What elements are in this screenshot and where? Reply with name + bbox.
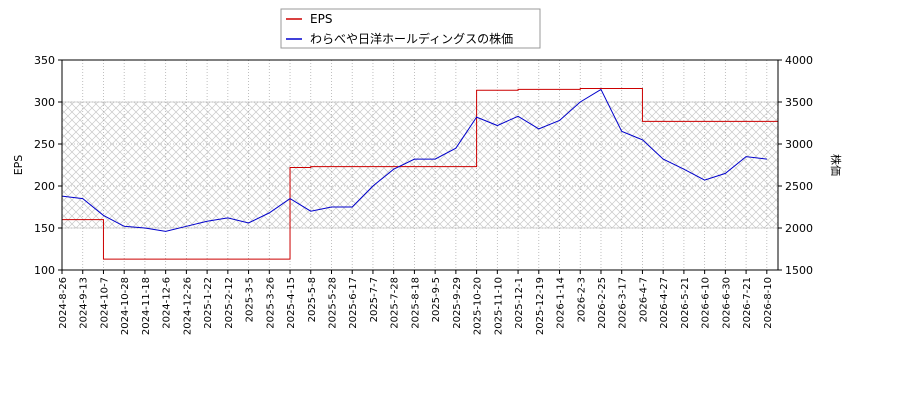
x-tick-label: 2025-9-29 (452, 277, 463, 329)
y2-tick-label: 4000 (785, 54, 813, 67)
x-tick-label: 2026-7-21 (742, 277, 753, 329)
x-tick-label: 2025-4-15 (286, 277, 297, 329)
y-tick-label: 300 (34, 96, 55, 109)
x-tick-label: 2026-5-21 (680, 277, 691, 329)
x-tick-label: 2025-5-8 (307, 277, 318, 322)
x-tick-label: 2025-8-18 (410, 277, 421, 329)
x-tick-label: 2024-12-6 (162, 277, 173, 329)
series-line (61, 88, 767, 232)
x-tick-label: 2026-2-25 (597, 277, 608, 329)
y-tick-label: 200 (34, 180, 55, 193)
x-tick-label: 2025-9-5 (431, 277, 442, 322)
y2-tick-label: 2500 (785, 180, 813, 193)
x-tick-label: 2026-6-10 (701, 277, 712, 329)
x-tick-label: 2024-10-7 (99, 277, 110, 329)
x-tick-label: 2026-1-14 (556, 277, 567, 329)
x-tick-label: 2025-7-28 (390, 277, 401, 329)
legend-label: わらべや日洋ホールディングスの株価 (310, 31, 513, 46)
y-axis-label: EPS (12, 155, 25, 176)
y2-tick-label: 3000 (785, 138, 813, 151)
x-tick-label: 2024-9-13 (79, 277, 90, 329)
x-tick-label: 2025-12-1 (514, 277, 525, 329)
series-line (62, 88, 778, 260)
y2-axis-label: 株価 (829, 154, 843, 176)
x-tick-label: 2024-12-26 (182, 277, 193, 335)
plot-frame (61, 59, 779, 271)
x-tick-label: 2025-7-7 (369, 277, 380, 322)
x-tick-label: 2025-10-20 (473, 277, 484, 335)
y2-tick-label: 2000 (785, 222, 813, 235)
x-tick-label: 2026-8-10 (763, 277, 774, 329)
x-tick-label: 2025-5-28 (327, 277, 338, 329)
y-tick-label: 150 (34, 222, 55, 235)
x-tick-label: 2025-11-10 (493, 277, 504, 335)
x-tick-label: 2026-2-3 (576, 277, 587, 322)
x-tick-label: 2026-6-30 (721, 277, 732, 329)
x-tick-label: 2025-2-12 (224, 277, 235, 329)
y2-tick-label: 1500 (785, 264, 813, 277)
x-tick-label: 2024-8-26 (58, 277, 69, 329)
x-tick-label: 2024-10-28 (120, 277, 131, 335)
legend: EPS わらべや日洋ホールディングスの株価 (280, 8, 541, 49)
x-tick-label: 2026-4-7 (638, 277, 649, 322)
y-tick-label: 250 (34, 138, 55, 151)
x-tick-label: 2024-11-18 (141, 277, 152, 335)
legend-label: EPS (310, 12, 332, 26)
x-tick-label: 2026-4-27 (659, 277, 670, 329)
legend-box (280, 8, 541, 49)
x-tick-label: 2026-3-17 (618, 277, 629, 329)
y-tick-label: 100 (34, 264, 55, 277)
y-tick-label: 350 (34, 54, 55, 67)
x-tick-label: 2025-6-17 (348, 277, 359, 329)
y2-tick-label: 3500 (785, 96, 813, 109)
shaded-band (61, 101, 779, 229)
x-tick-label: 2025-3-26 (265, 277, 276, 329)
x-tick-label: 2025-1-22 (203, 277, 214, 329)
x-tick-label: 2025-3-5 (245, 277, 256, 322)
x-tick-label: 2025-12-19 (535, 277, 546, 335)
